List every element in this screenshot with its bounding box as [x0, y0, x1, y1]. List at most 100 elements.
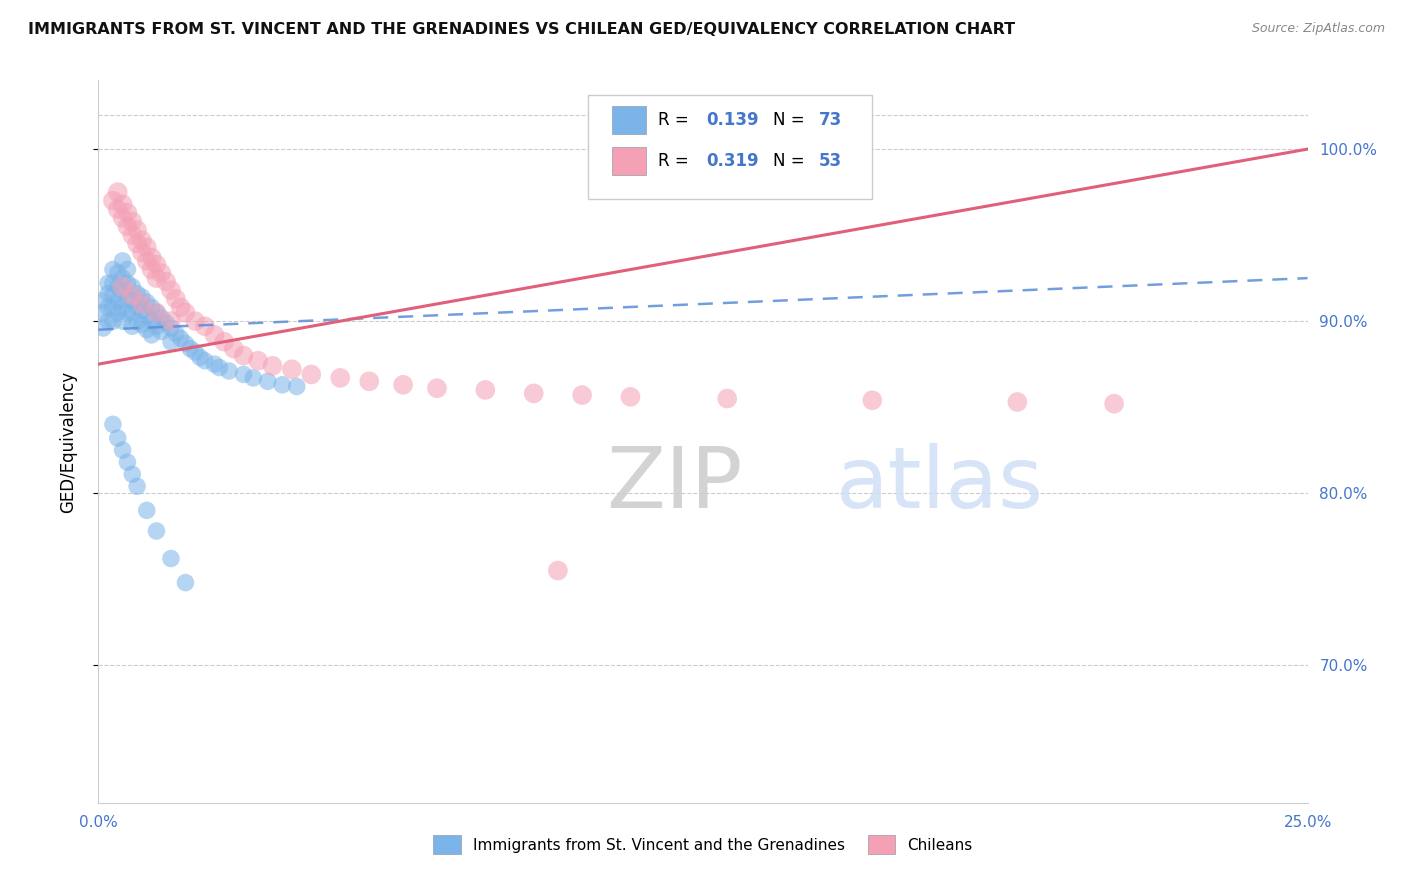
- Point: [121, 467, 143, 482]
- Point: [111, 443, 134, 458]
- Point: [127, 236, 149, 251]
- Point: [204, 357, 226, 371]
- Point: [145, 271, 167, 285]
- Point: [117, 305, 139, 319]
- Point: [127, 301, 149, 315]
- Point: [1102, 397, 1125, 411]
- Point: [107, 266, 129, 280]
- Text: 0.319: 0.319: [707, 152, 759, 169]
- Point: [117, 455, 139, 469]
- Point: [145, 319, 167, 334]
- Point: [101, 277, 124, 291]
- Point: [97, 286, 120, 301]
- Point: [101, 194, 124, 208]
- Point: [121, 228, 143, 243]
- Point: [218, 364, 240, 378]
- Point: [107, 431, 129, 445]
- Point: [121, 319, 143, 334]
- Point: [299, 368, 322, 382]
- Point: [141, 262, 163, 277]
- Point: [101, 262, 124, 277]
- Point: [117, 206, 139, 220]
- Point: [165, 326, 187, 341]
- Point: [160, 283, 183, 297]
- Text: atlas: atlas: [837, 443, 1045, 526]
- Point: [212, 334, 235, 349]
- Point: [474, 383, 496, 397]
- Point: [107, 305, 129, 319]
- Point: [150, 266, 173, 280]
- Point: [174, 336, 197, 351]
- Point: [111, 197, 134, 211]
- Point: [145, 305, 167, 319]
- Point: [135, 309, 157, 323]
- Point: [91, 321, 114, 335]
- Point: [194, 319, 217, 334]
- Point: [174, 575, 197, 590]
- Point: [135, 254, 157, 268]
- Point: [145, 257, 167, 271]
- Y-axis label: GED/Equivalency: GED/Equivalency: [59, 370, 77, 513]
- Point: [131, 297, 153, 311]
- Point: [165, 292, 187, 306]
- Point: [135, 240, 157, 254]
- Point: [107, 185, 129, 199]
- Point: [242, 371, 264, 385]
- Point: [107, 293, 129, 308]
- Point: [547, 564, 569, 578]
- Text: R =: R =: [658, 152, 695, 169]
- Text: Source: ZipAtlas.com: Source: ZipAtlas.com: [1251, 22, 1385, 36]
- Point: [127, 479, 149, 493]
- Point: [281, 362, 304, 376]
- Point: [127, 314, 149, 328]
- Text: R =: R =: [658, 112, 695, 129]
- Point: [285, 379, 308, 393]
- Point: [141, 314, 163, 328]
- Point: [117, 292, 139, 306]
- Text: N =: N =: [773, 152, 810, 169]
- Point: [127, 223, 149, 237]
- Text: 53: 53: [820, 152, 842, 169]
- Point: [155, 275, 177, 289]
- Point: [111, 285, 134, 299]
- Point: [169, 331, 191, 345]
- Legend: Immigrants from St. Vincent and the Grenadines, Chileans: Immigrants from St. Vincent and the Gren…: [427, 830, 979, 860]
- Point: [117, 262, 139, 277]
- Point: [135, 323, 157, 337]
- Point: [150, 325, 173, 339]
- Point: [131, 318, 153, 332]
- Point: [160, 314, 183, 328]
- Point: [619, 390, 641, 404]
- Point: [111, 271, 134, 285]
- Point: [184, 314, 207, 328]
- Point: [208, 360, 231, 375]
- Point: [194, 353, 217, 368]
- Point: [107, 279, 129, 293]
- Point: [271, 377, 294, 392]
- Point: [101, 288, 124, 302]
- Point: [101, 417, 124, 432]
- Text: 73: 73: [820, 112, 842, 129]
- Point: [141, 251, 163, 265]
- Point: [111, 254, 134, 268]
- Point: [141, 301, 163, 315]
- Point: [97, 277, 120, 291]
- Point: [160, 334, 183, 349]
- Point: [256, 375, 278, 389]
- Point: [155, 316, 177, 330]
- Point: [523, 386, 546, 401]
- Bar: [613, 147, 647, 175]
- Point: [135, 295, 157, 310]
- Text: IMMIGRANTS FROM ST. VINCENT AND THE GRENADINES VS CHILEAN GED/EQUIVALENCY CORREL: IMMIGRANTS FROM ST. VINCENT AND THE GREN…: [28, 22, 1015, 37]
- Point: [127, 286, 149, 301]
- Point: [359, 375, 381, 389]
- Point: [131, 233, 153, 247]
- Point: [131, 303, 153, 318]
- Point: [232, 349, 254, 363]
- Point: [184, 345, 207, 359]
- Point: [145, 524, 167, 538]
- Point: [131, 290, 153, 304]
- Text: ZIP: ZIP: [606, 443, 742, 526]
- Point: [91, 293, 114, 308]
- Point: [426, 381, 449, 395]
